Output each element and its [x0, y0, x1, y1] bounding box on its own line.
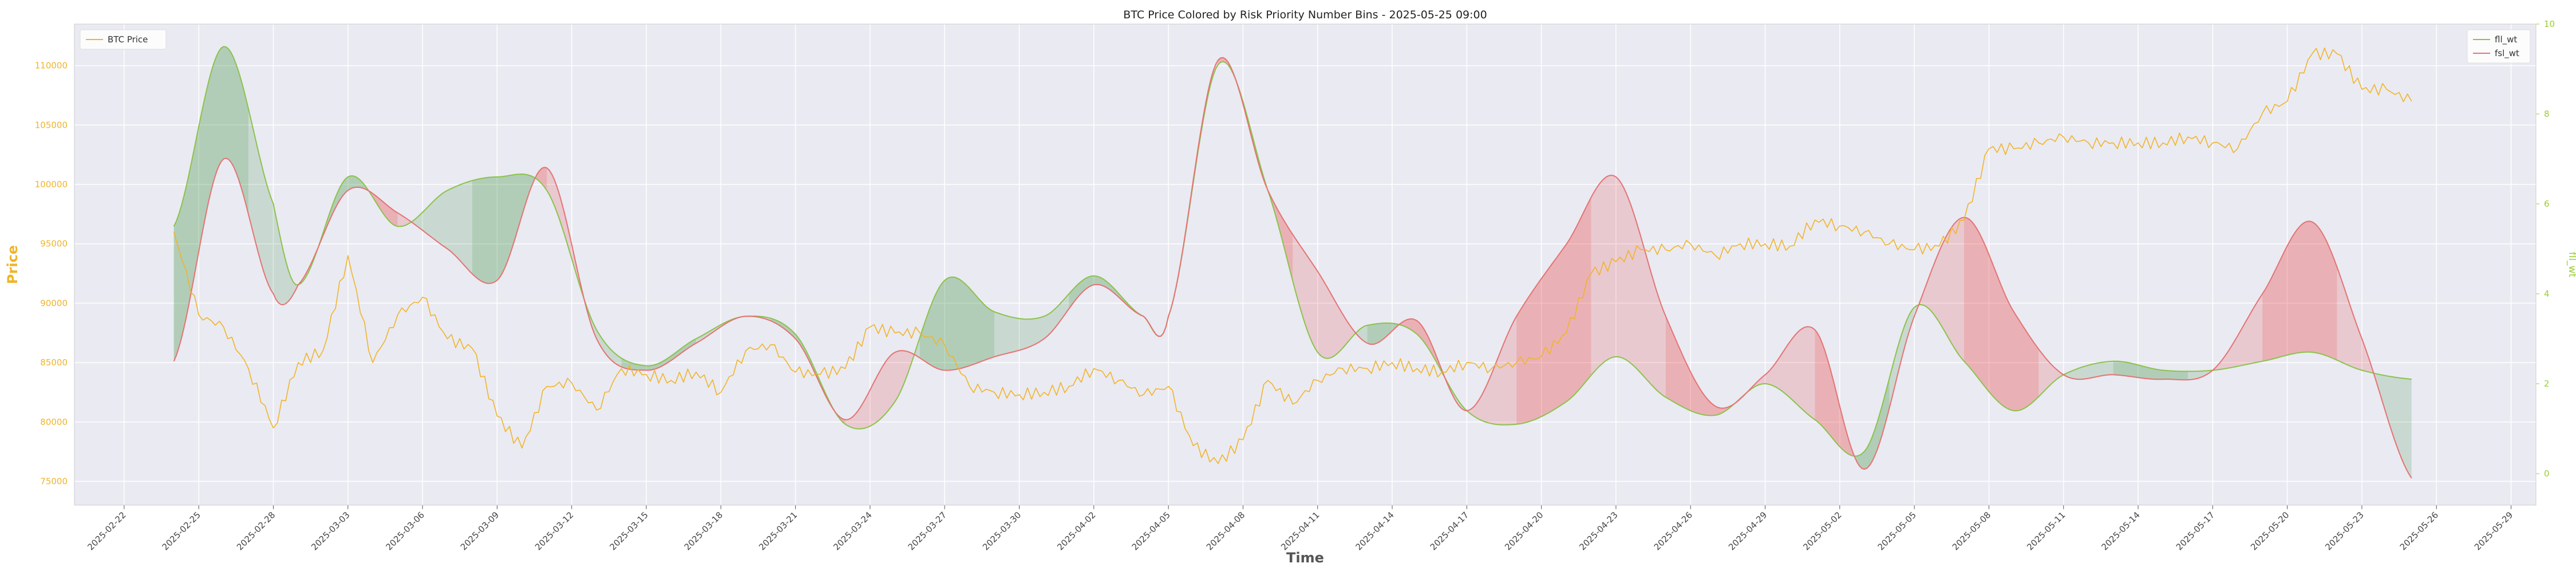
fill-region-red — [1516, 197, 1591, 424]
fill-region-red — [1293, 234, 1358, 359]
legend-label-fll-wt: fll_wt — [2495, 34, 2517, 45]
fill-region-green — [1069, 275, 1144, 317]
btc-price-line — [173, 47, 2412, 464]
fill-region-green — [412, 180, 472, 274]
fill-region-green — [248, 109, 301, 305]
y-left-tick-label: 100000 — [35, 179, 68, 190]
y-left-tick-label: 80000 — [40, 417, 68, 427]
y-right-tick-label: 4 — [2544, 289, 2550, 299]
fill-region-red — [536, 167, 547, 191]
fill-region-red — [370, 191, 398, 227]
y-right-tick-label: 10 — [2544, 19, 2555, 29]
fill-region-red — [2038, 349, 2067, 397]
y-right-tick-label: 6 — [2544, 199, 2550, 209]
y-left-tick-label: 105000 — [35, 120, 68, 130]
legend-left-box — [80, 29, 167, 50]
fill-region-green — [2374, 373, 2412, 478]
y-left-tick-label: 75000 — [40, 476, 68, 487]
legend-right: fll_wt fsl_wt — [2467, 29, 2531, 64]
fill-region-red — [1964, 217, 2039, 411]
fll-wt-line — [173, 46, 2412, 457]
fill-region-red — [845, 350, 915, 429]
y-left-tick-label: 85000 — [40, 357, 68, 368]
fill-region-green — [2066, 361, 2113, 380]
y-axis-left-label: Price — [5, 245, 21, 284]
fill-region-green — [2113, 361, 2188, 380]
legend-right-box — [2467, 29, 2531, 64]
fill-region-green — [2187, 370, 2213, 380]
fill-region-red — [1748, 326, 1815, 420]
y-right-tick-label: 0 — [2544, 468, 2550, 479]
plot-area — [74, 24, 2536, 505]
legend-left: BTC Price — [80, 29, 167, 50]
fill-region-red — [1591, 175, 1666, 397]
fill-region-red — [1218, 57, 1238, 87]
y-left-tick-label: 90000 — [40, 298, 68, 308]
y-left-tick-label: 110000 — [35, 61, 68, 71]
fill-region-green — [919, 277, 995, 371]
fill-region-red — [1919, 217, 1964, 361]
y-left-tick-label: 95000 — [40, 239, 68, 249]
y-axis-right-label: fll_wt — [2566, 252, 2576, 278]
y-right-tick-label: 2 — [2544, 379, 2550, 389]
fill-region-green — [1854, 377, 1890, 470]
fill-region-red — [2262, 221, 2337, 361]
chart-title: BTC Price Colored by Risk Priority Numbe… — [1123, 9, 1487, 21]
fill-region-green — [994, 294, 1069, 357]
plot-frame — [74, 23, 2537, 506]
x-axis-label: Time — [1286, 550, 1324, 566]
fsl-wt-line — [173, 57, 2412, 479]
fill-region-green — [472, 174, 537, 283]
fill-region-red — [1815, 329, 1855, 457]
fill-region-red — [1665, 316, 1736, 416]
legend-label-btc-price: BTC Price — [108, 34, 148, 45]
fill-region-red — [1400, 318, 1442, 372]
fill-region-green — [1367, 323, 1400, 345]
y-right-tick-label: 8 — [2544, 109, 2550, 119]
fill-region-red — [1469, 316, 1517, 425]
fill-region-red — [2212, 294, 2263, 371]
legend-label-fsl-wt: fsl_wt — [2495, 48, 2519, 59]
